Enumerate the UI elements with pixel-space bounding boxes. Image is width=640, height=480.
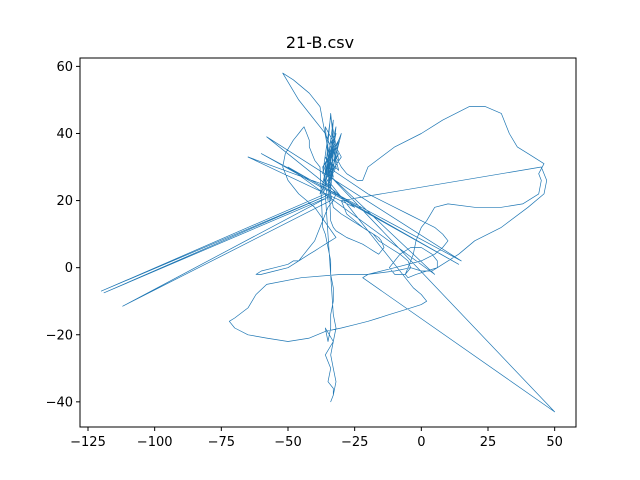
y-tick-label: 40 <box>56 127 73 142</box>
axes-frame <box>79 57 577 428</box>
x-tick-label: −100 <box>137 435 173 450</box>
x-tick-label: 0 <box>417 435 425 450</box>
x-tick-label: −75 <box>208 435 235 450</box>
x-tick-label: 50 <box>546 435 563 450</box>
y-tick-label: −40 <box>46 395 73 410</box>
plot-area <box>100 72 556 413</box>
y-tick-label: 60 <box>56 60 73 75</box>
series-line-0 <box>100 72 556 413</box>
x-tick-label: −25 <box>341 435 368 450</box>
chart-title: 21-B.csv <box>286 33 354 52</box>
y-tick-label: −20 <box>46 328 73 343</box>
y-axis: −40 −20 0 20 40 60 <box>46 60 80 410</box>
x-tick-label: 25 <box>480 435 497 450</box>
x-tick-label: −50 <box>274 435 301 450</box>
x-tick-label: −125 <box>70 435 106 450</box>
x-axis: −125 −100 −75 −50 −25 0 25 50 <box>70 427 563 450</box>
y-tick-label: 0 <box>65 261 73 276</box>
y-tick-label: 20 <box>56 194 73 209</box>
